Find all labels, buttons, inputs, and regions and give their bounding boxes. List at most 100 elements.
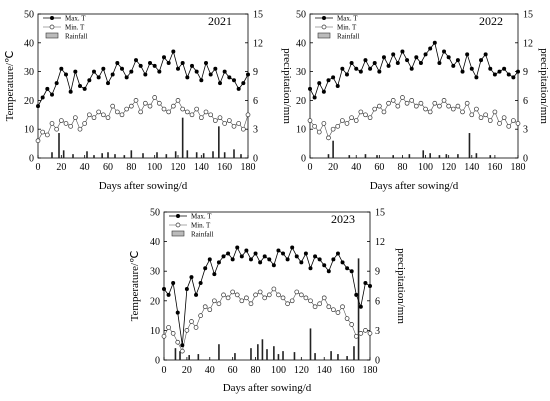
min-t-point (248, 301, 254, 307)
min-t-point (344, 316, 350, 321)
max-t-point (194, 292, 199, 297)
min-t-point (413, 103, 419, 109)
rainfall-bar (309, 328, 312, 360)
rainfall-bar (408, 154, 411, 158)
rainfall-bar (376, 155, 378, 158)
rainfall-bar (293, 352, 296, 360)
min-t-point (418, 100, 424, 106)
max-t-point (68, 89, 73, 94)
min-t-point (40, 129, 46, 135)
max-t-point (321, 89, 326, 94)
min-t-point (317, 301, 322, 307)
max-t-point (465, 52, 470, 57)
min-t-point (294, 289, 300, 295)
max-t-point (483, 52, 488, 57)
rainfall-bar (165, 154, 168, 158)
x-tick-label: 80 (397, 162, 407, 173)
max-t-point (308, 86, 312, 91)
rainfall-bar (174, 151, 177, 158)
min-t-point (119, 112, 125, 118)
max-t-point (391, 52, 396, 57)
max-t-point (455, 58, 460, 63)
min-t-point (245, 112, 251, 118)
x-tick-label: 60 (374, 162, 384, 173)
y-right-tick-label: 9 (523, 67, 528, 78)
legend-rainfall-swatch (171, 230, 185, 237)
min-t-point (303, 295, 309, 301)
legend-rainfall-label: Rainfall (65, 33, 88, 41)
max-t-point (194, 69, 199, 74)
y-right-tick-label: 15 (375, 208, 385, 219)
min-t-point (54, 126, 60, 132)
x-tick-label: 180 (363, 365, 378, 376)
max-t-point (502, 66, 507, 71)
min-t-point (175, 339, 181, 345)
max-t-point (246, 72, 250, 77)
rainfall-bar (346, 356, 348, 360)
max-t-point (204, 60, 208, 65)
rainfall-bar (332, 140, 334, 158)
min-t-point (77, 126, 83, 132)
x-tick-label: 40 (351, 162, 361, 173)
max-t-point (207, 257, 212, 262)
y-right-axis-label: precipitation/mm (538, 48, 550, 124)
max-t-point (87, 78, 92, 83)
min-t-point (152, 95, 158, 100)
min-t-point (240, 126, 246, 132)
rainfall-bar (114, 154, 116, 158)
max-t-point (40, 95, 45, 100)
y-right-tick-label: 0 (253, 154, 258, 165)
rainfall-bar (364, 154, 367, 158)
min-t-point (511, 118, 516, 123)
min-t-point (340, 304, 345, 310)
max-t-point (335, 251, 340, 256)
max-t-point (358, 304, 363, 309)
min-t-point (326, 135, 331, 141)
max-t-point (308, 266, 313, 271)
min-t-point (189, 112, 195, 118)
rainfall-bar (188, 355, 190, 360)
min-t-point (492, 109, 498, 115)
y-right-tick-label: 3 (253, 125, 258, 136)
y-left-tick-label: 10 (150, 326, 160, 337)
max-t-point (326, 269, 331, 274)
max-t-point (344, 72, 349, 77)
min-t-point (138, 109, 144, 115)
min-t-point (161, 333, 167, 339)
min-t-point (381, 109, 387, 115)
max-t-point (59, 66, 64, 71)
y-right-tick-label: 3 (523, 125, 528, 136)
min-t-point (312, 123, 317, 129)
min-t-point (441, 98, 447, 103)
min-t-point (212, 118, 218, 123)
min-t-point (82, 121, 88, 126)
min-t-point (216, 301, 222, 307)
legend-rainfall-label: Rainfall (191, 231, 214, 239)
max-t-point (400, 49, 405, 54)
x-tick-label: 140 (194, 162, 209, 173)
max-t-point (322, 263, 327, 268)
legend-max-t-label: Max. T (191, 213, 212, 221)
rainfall-bar (212, 151, 214, 158)
x-axis-label: Days after sowing/d (370, 180, 459, 192)
max-t-point (303, 251, 308, 256)
min-t-point (316, 129, 322, 135)
min-t-point (194, 106, 200, 112)
x-tick-label: 0 (308, 162, 313, 173)
min-t-point (105, 115, 111, 121)
y-left-tick-label: 0 (29, 154, 34, 165)
max-t-point (267, 257, 272, 262)
max-t-point (428, 46, 433, 51)
x-tick-label: 20 (182, 365, 192, 376)
max-t-point (199, 78, 204, 83)
max-t-point (54, 81, 59, 86)
max-t-point (73, 69, 78, 74)
rainfall-bar (202, 153, 205, 158)
max-t-point (281, 251, 286, 256)
legend-rainfall-swatch (317, 32, 331, 39)
max-t-point (506, 72, 511, 77)
min-t-point (501, 115, 507, 121)
max-t-point (276, 248, 281, 253)
panel-year-label: 2023 (331, 212, 355, 226)
